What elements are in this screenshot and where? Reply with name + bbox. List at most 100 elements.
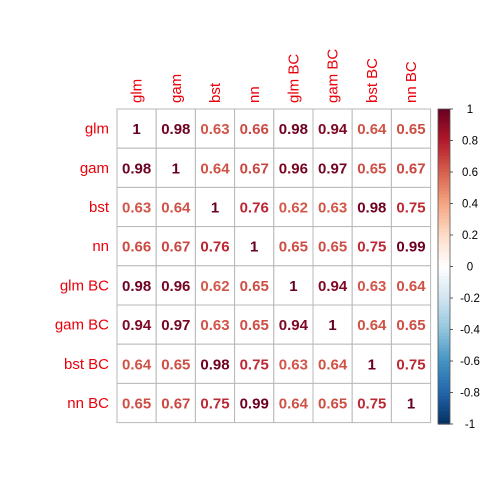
legend-gradient-segment xyxy=(438,203,450,208)
heatmap-cell xyxy=(116,343,157,384)
legend-gradient-segment xyxy=(438,253,450,258)
legend-gradient-segment xyxy=(438,383,450,387)
legend-gradient-segment xyxy=(438,127,450,132)
legend-gradient-segment xyxy=(438,405,450,409)
cell-value: 0.65 xyxy=(357,160,386,177)
legend-gradient-segment xyxy=(438,124,450,129)
legend-gradient-segment xyxy=(438,364,450,368)
cell-value: 0.97 xyxy=(318,160,347,177)
legend-gradient-segment xyxy=(438,260,450,264)
column-label: bst BC xyxy=(364,58,381,103)
legend-gradient-segment xyxy=(438,266,450,271)
legend-gradient-segment xyxy=(438,244,450,249)
legend-gradient-segment xyxy=(438,316,450,321)
heatmap-cell xyxy=(312,343,353,384)
legend-gradient-segment xyxy=(438,298,450,302)
cell-value: 0.98 xyxy=(122,278,151,295)
legend-gradient-segment xyxy=(438,250,450,255)
row-label: glm xyxy=(85,121,109,138)
legend-gradient-segment xyxy=(438,187,450,192)
row-label: gam xyxy=(80,160,109,177)
cell-value: 0.96 xyxy=(279,160,308,177)
cell-value: 0.96 xyxy=(161,278,190,295)
legend-tick-label: 0 xyxy=(467,262,473,274)
legend-tick-label: 0.8 xyxy=(462,136,478,148)
cell-value: 0.65 xyxy=(240,278,269,295)
cell-value: 0.63 xyxy=(279,356,308,373)
heatmap-cell xyxy=(116,382,157,424)
heatmap-cell xyxy=(234,382,275,424)
legend-gradient-segment xyxy=(438,288,450,293)
cell-value: 0.64 xyxy=(200,160,230,177)
cell-value: 0.76 xyxy=(240,200,269,217)
cell-value: 0.75 xyxy=(357,239,386,256)
heatmap-cell xyxy=(155,147,196,188)
cell-value: 1 xyxy=(407,396,415,413)
cell-value: 0.75 xyxy=(200,396,229,413)
legend-gradient-segment xyxy=(438,398,450,403)
cell-value: 0.63 xyxy=(122,200,151,217)
legend-gradient-segment xyxy=(438,118,450,123)
column-label: nn xyxy=(246,86,263,103)
legend-gradient-segment xyxy=(438,408,450,412)
legend-gradient-segment xyxy=(438,373,450,378)
cell-value: 0.62 xyxy=(279,200,308,217)
cell-value: 0.97 xyxy=(161,317,190,334)
legend-gradient-segment xyxy=(438,219,450,223)
legend-gradient-segment xyxy=(438,172,450,176)
heatmap-cell xyxy=(116,108,157,149)
legend-gradient-segment xyxy=(438,178,450,183)
legend-tick-label: 0.6 xyxy=(462,167,478,179)
column-label: glm xyxy=(129,79,146,103)
legend-gradient-segment xyxy=(438,417,450,422)
legend-gradient-segment xyxy=(438,115,450,120)
cell-value: 0.67 xyxy=(161,396,190,413)
legend-gradient-segment xyxy=(438,156,450,160)
legend-gradient-segment xyxy=(438,112,450,116)
column-labels: glm gam bst nn glm BC gam BC bst BC nn BC xyxy=(129,49,420,103)
legend-gradient-segment xyxy=(438,212,450,217)
legend-gradient-segment xyxy=(438,263,450,268)
cell-value: 0.99 xyxy=(396,239,425,256)
legend-gradient-segment xyxy=(438,131,450,135)
column-label: gam BC xyxy=(325,49,342,103)
heatmap-cell xyxy=(390,108,432,149)
cell-value: 0.98 xyxy=(200,356,229,373)
legend-tick-label: -0.4 xyxy=(460,325,480,337)
cell-value: 0.98 xyxy=(161,121,190,138)
legend-gradient-segment xyxy=(438,310,450,315)
legend-tick-label: 0.4 xyxy=(462,199,479,211)
cell-value: 1 xyxy=(328,317,336,334)
cell-value: 0.65 xyxy=(396,121,425,138)
heatmap-cell xyxy=(351,343,392,384)
legend-gradient-segment xyxy=(438,329,450,334)
legend-gradient-segment xyxy=(438,313,450,318)
legend-gradient-segment xyxy=(438,282,450,286)
column-label: bst xyxy=(207,82,224,103)
heatmap-cell xyxy=(390,186,432,228)
cell-value: 0.63 xyxy=(357,278,386,295)
cell-value: 0.66 xyxy=(240,121,269,138)
heatmap-cell xyxy=(155,304,196,345)
cell-value: 0.63 xyxy=(200,121,229,138)
cell-value: 0.65 xyxy=(240,317,269,334)
heatmap-cell xyxy=(194,382,236,424)
heatmap-cell xyxy=(273,304,314,345)
legend-gradient-segment xyxy=(438,345,450,349)
legend-gradient-segment xyxy=(438,279,450,283)
legend-gradient-segment xyxy=(438,228,450,233)
cell-value: 0.63 xyxy=(200,317,229,334)
column-label: nn BC xyxy=(403,61,420,103)
heatmap-cell xyxy=(312,147,353,188)
heatmap-cell xyxy=(155,186,196,228)
legend-gradient-segment xyxy=(438,348,450,353)
cell-value: 1 xyxy=(289,278,297,295)
color-legend: 1 0.8 0.6 0.4 0.2 0 -0.2 -0.4 -0.6 -0.8 -1 xyxy=(437,104,480,431)
heatmap-cell xyxy=(194,186,236,228)
legend-gradient-segment xyxy=(438,168,450,173)
cell-value: 0.75 xyxy=(240,356,269,373)
legend-gradient-segment xyxy=(438,301,450,305)
legend-gradient-segment xyxy=(438,389,450,394)
legend-gradient-segment xyxy=(438,121,450,126)
